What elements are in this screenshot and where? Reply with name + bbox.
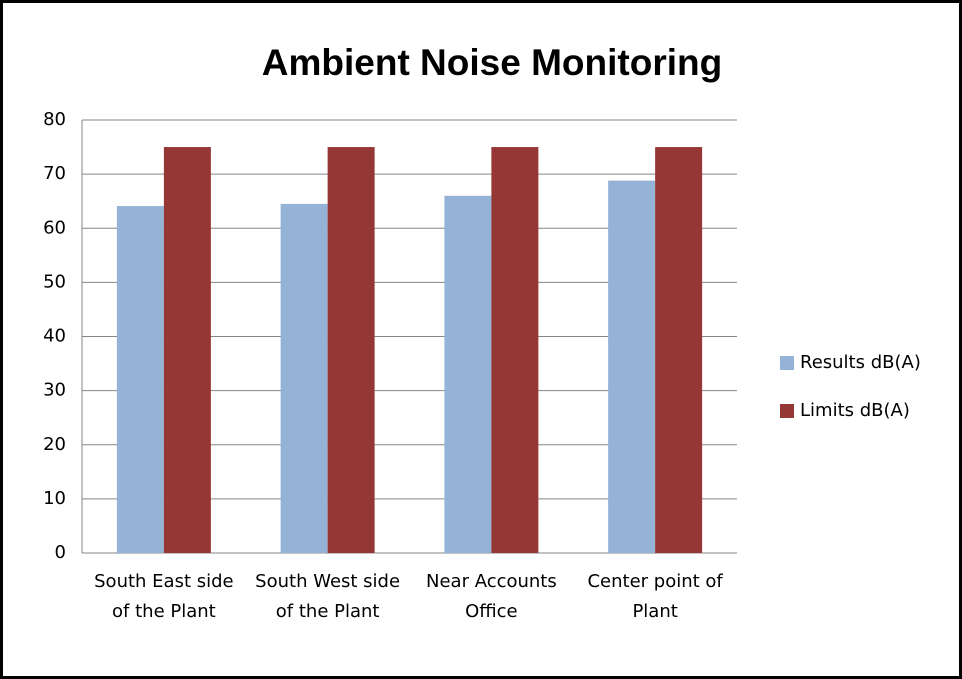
bar [444, 195, 492, 553]
bar [280, 203, 328, 554]
y-tick-label: 50 [43, 271, 66, 292]
bar [163, 147, 211, 553]
legend-swatch [780, 356, 794, 370]
x-tick-label: South West side of the Plant [255, 571, 400, 622]
bar [327, 147, 375, 553]
y-tick-label: 20 [43, 434, 66, 455]
y-tick-label: 60 [43, 217, 66, 238]
y-tick-label: 0 [55, 542, 66, 563]
legend-label: Results dB(A) [800, 352, 921, 373]
legend-label: Limits dB(A) [800, 400, 910, 421]
bar [491, 147, 539, 553]
x-tick-label: Center point of Plant [587, 571, 723, 622]
legend-swatch [780, 404, 794, 418]
y-tick-label: 30 [43, 380, 66, 401]
x-tick-label: South East side of the Plant [94, 571, 233, 622]
x-tick-label: Near Accounts Office [426, 571, 557, 622]
y-tick-label: 10 [43, 488, 66, 509]
bar [608, 180, 656, 553]
y-tick-label: 70 [43, 163, 66, 184]
bar [116, 206, 164, 553]
y-tick-label: 80 [43, 109, 66, 130]
chart-title: Ambient Noise Monitoring [262, 42, 722, 83]
y-tick-label: 40 [43, 326, 66, 347]
bar [655, 147, 703, 553]
